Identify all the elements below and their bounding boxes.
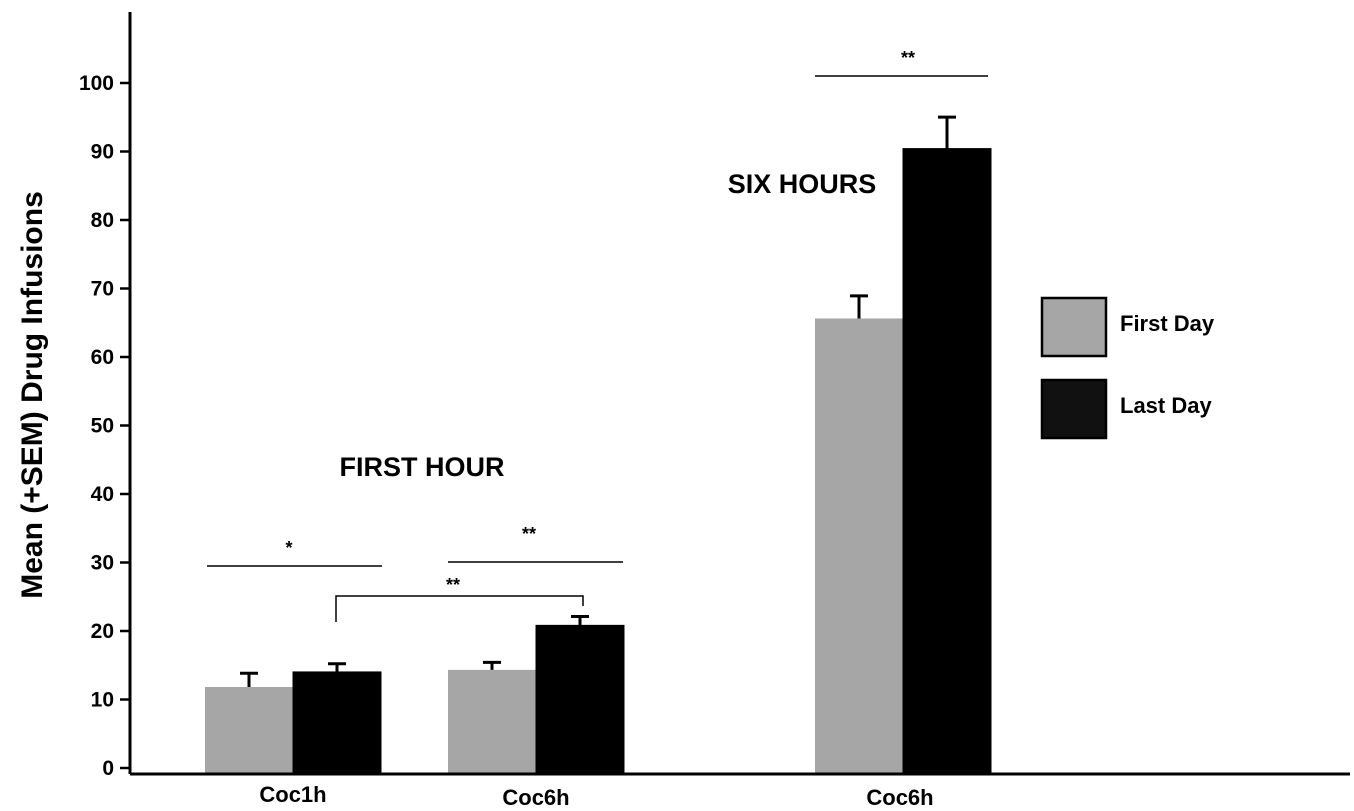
significance-label: ** bbox=[901, 48, 915, 68]
category-label-coc6h-six-hours: Coc6h bbox=[866, 785, 933, 810]
significance-label: * bbox=[285, 538, 292, 558]
bar-last-day bbox=[535, 624, 625, 773]
bar-last-day bbox=[902, 148, 992, 774]
y-axis-title: Mean (+SEM) Drug Infusions bbox=[16, 191, 49, 599]
y-tick-label: 100 bbox=[79, 72, 114, 95]
legend-swatch-first-day bbox=[1040, 296, 1108, 358]
bar-last-day bbox=[292, 671, 382, 773]
y-tick-label: 40 bbox=[91, 483, 114, 506]
y-tick-label: 80 bbox=[91, 209, 114, 232]
significance-label: ** bbox=[522, 524, 536, 544]
y-tick-label: 30 bbox=[91, 552, 114, 575]
legend-label-first-day: First Day bbox=[1120, 311, 1215, 336]
y-tick-label: 0 bbox=[102, 757, 114, 780]
category-label-coc1h: Coc1h bbox=[259, 782, 326, 807]
y-tick-label: 70 bbox=[91, 278, 114, 301]
legend-swatch-last-day bbox=[1040, 378, 1108, 440]
group-label-first-hour: FIRST HOUR bbox=[340, 452, 505, 482]
y-tick-label: 20 bbox=[91, 620, 114, 643]
group-label-six-hours: SIX HOURS bbox=[728, 169, 877, 199]
legend-label-last-day: Last Day bbox=[1120, 393, 1212, 418]
significance-label: ** bbox=[446, 575, 460, 595]
bar-first-day bbox=[205, 687, 293, 773]
category-label-coc6h-first-hour: Coc6h bbox=[502, 785, 569, 810]
y-tick-label: 90 bbox=[91, 141, 114, 164]
y-tick-label: 60 bbox=[91, 346, 114, 369]
bar-first-day bbox=[448, 669, 536, 773]
significance-bracket bbox=[335, 595, 584, 622]
bar-first-day bbox=[815, 318, 903, 773]
y-tick-label: 50 bbox=[91, 415, 114, 438]
y-tick-label: 10 bbox=[91, 689, 114, 712]
